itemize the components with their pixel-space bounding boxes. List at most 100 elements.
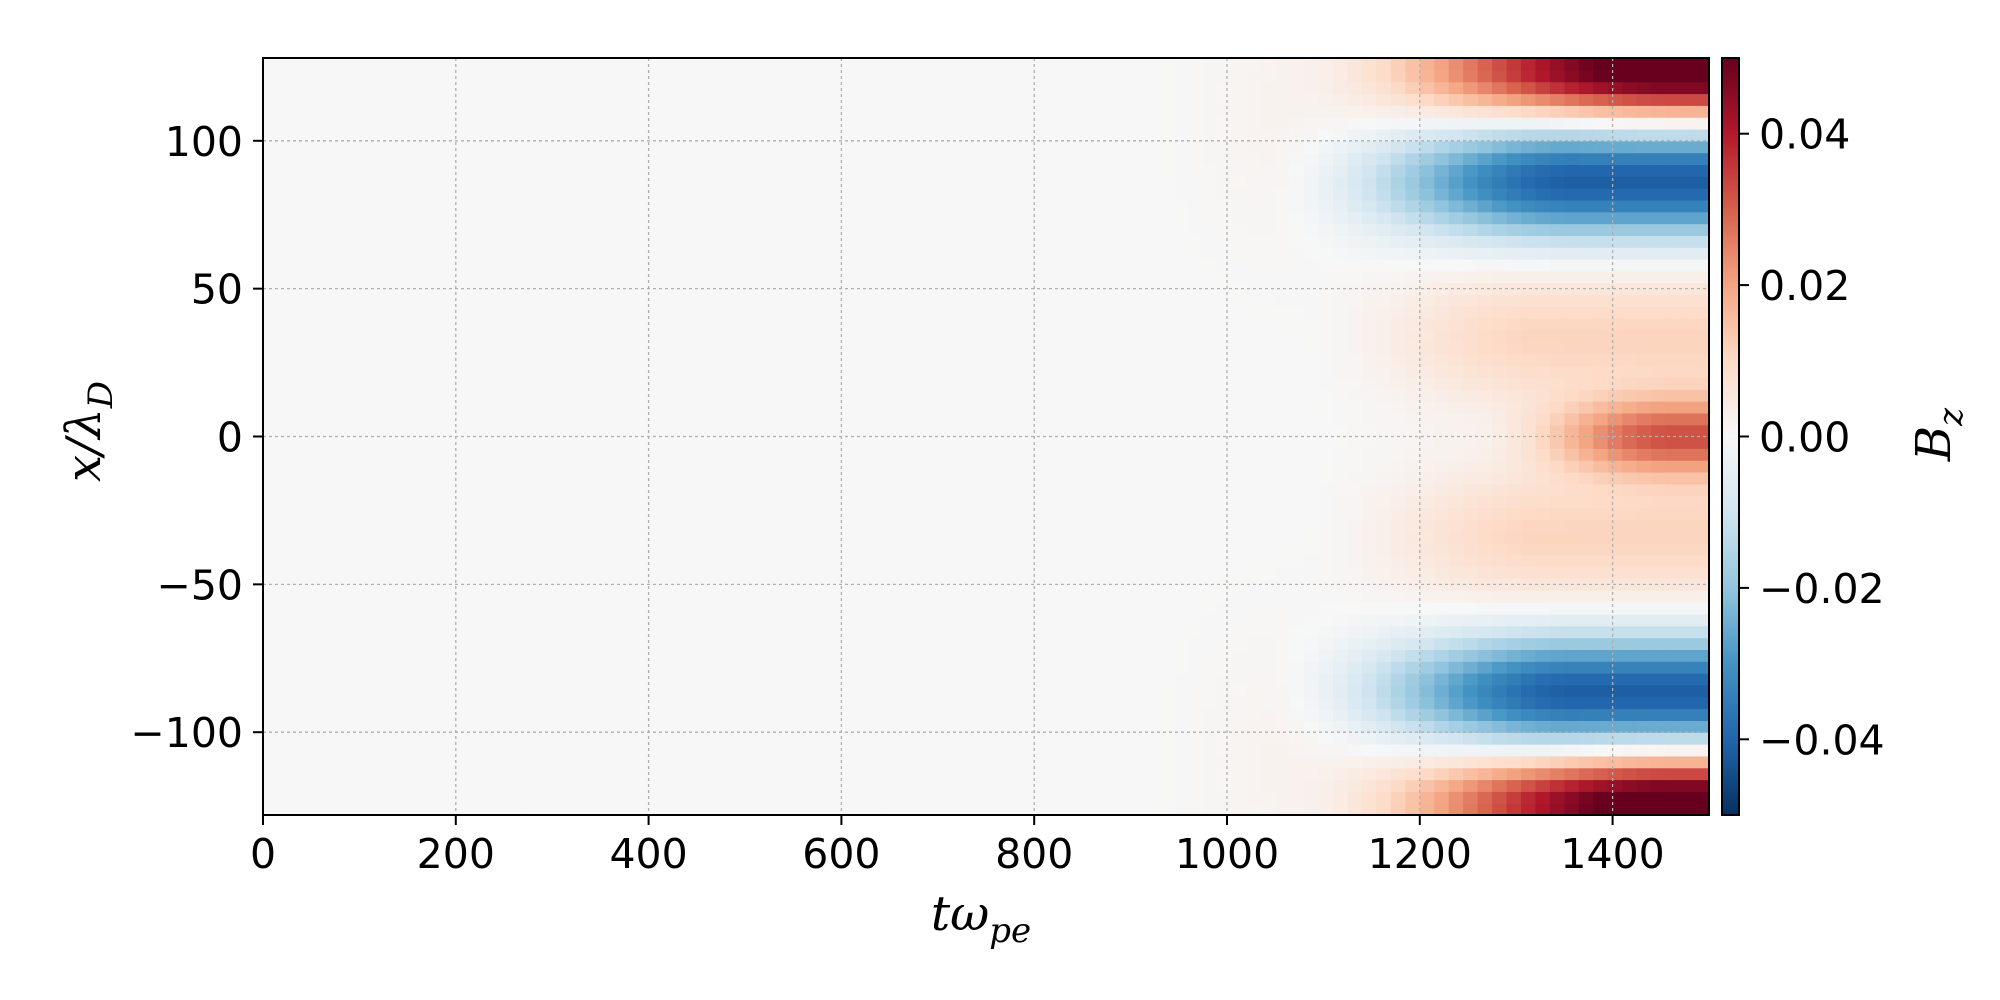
heatmap-cell [826,81,842,95]
heatmap-cell [942,791,958,804]
heatmap-cell [841,673,857,686]
heatmap-cell [1376,377,1392,390]
heatmap-cell [1333,625,1349,639]
heatmap-cell [855,259,871,272]
heatmap-cell [364,105,380,118]
heatmap-cell [422,270,438,284]
heatmap-cell [595,259,611,272]
heatmap-cell [595,803,611,816]
heatmap-cell [928,152,944,166]
heatmap-cell [291,69,307,83]
heatmap-cell [1188,531,1204,544]
heatmap-cell [479,542,495,556]
heatmap-cell [1361,247,1378,260]
heatmap-cell [1130,519,1146,532]
heatmap-cell [306,140,322,154]
heatmap-cell [422,377,438,390]
heatmap-cell [320,105,336,118]
heatmap-cell [740,637,756,651]
heatmap-cell [1318,330,1334,343]
heatmap-cell [826,637,842,651]
heatmap-cell [638,412,655,426]
heatmap-cell [494,259,510,272]
heatmap-cell [1145,58,1161,71]
heatmap-cell [364,531,380,544]
heatmap-cell [1231,306,1247,319]
heatmap-cell [1087,744,1103,757]
heatmap-cell [465,649,481,662]
heatmap-cell [494,282,510,296]
heatmap-cell [1014,401,1030,414]
heatmap-cell [595,353,611,367]
heatmap-cell [826,270,842,284]
heatmap-cell [407,152,423,166]
heatmap-cell [1145,140,1161,154]
heatmap-cell [1275,448,1291,461]
heatmap-cell [928,542,944,556]
heatmap-cell [1275,661,1291,674]
heatmap-cell [263,495,279,509]
heatmap-cell [523,105,539,118]
heatmap-cell [320,93,336,106]
heatmap-cell [884,531,900,544]
heatmap-cell [479,247,495,260]
heatmap-cell [1116,270,1132,284]
heatmap-cell [552,93,568,106]
heatmap-cell [1014,294,1030,307]
heatmap-cell [1000,661,1016,674]
heatmap-cell [769,767,785,781]
heatmap-cell [1246,602,1262,615]
heatmap-cell [393,625,409,639]
heatmap-cell [552,259,568,272]
heatmap-cell [378,211,394,225]
heatmap-cell [957,259,973,272]
heatmap-cell [465,708,481,721]
heatmap-cell [537,365,553,378]
heatmap-cell [769,424,785,438]
heatmap-cell [1217,755,1233,769]
heatmap-cell [1333,412,1349,426]
heatmap-cell [798,412,814,426]
heatmap-cell [942,58,958,71]
heatmap-cell [1000,294,1016,307]
heatmap-cell [1058,696,1074,710]
heatmap-cell [1275,377,1291,390]
heatmap-cell [1361,140,1378,154]
heatmap-cell [364,81,380,95]
heatmap-cell [1347,247,1363,260]
heatmap-cell [798,602,814,615]
heatmap-cell [523,93,539,106]
heatmap-cell [1347,306,1363,319]
heatmap-cell [667,767,683,781]
heatmap-cell [696,58,712,71]
heatmap-cell [465,637,481,651]
heatmap-cell [581,199,597,213]
heatmap-cell [1014,152,1030,166]
heatmap-cell [928,424,944,438]
heatmap-cell [1130,188,1146,201]
heatmap-cell [450,81,467,95]
heatmap-cell [1173,365,1190,378]
heatmap-cell [320,247,336,260]
heatmap-cell [841,223,857,237]
heatmap-cell [407,140,423,154]
heatmap-cell [595,105,611,118]
heatmap-cell [1275,93,1291,106]
heatmap-cell [465,519,481,532]
heatmap-cell [1130,803,1146,816]
heatmap-cell [1043,803,1059,816]
heatmap-cell [1202,117,1218,130]
heatmap-cell [277,613,293,627]
heatmap-cell [465,696,481,710]
heatmap-cell [1231,424,1247,438]
heatmap-cell [682,566,698,580]
heatmap-cell [1173,353,1190,367]
heatmap-cell [798,744,814,757]
heatmap-cell [378,93,394,106]
heatmap-cell [277,495,293,509]
heatmap-cell [769,93,785,106]
heatmap-cell [1347,803,1363,816]
heatmap-cell [610,389,626,402]
heatmap-cell [1376,235,1392,248]
heatmap-cell [1043,318,1059,331]
